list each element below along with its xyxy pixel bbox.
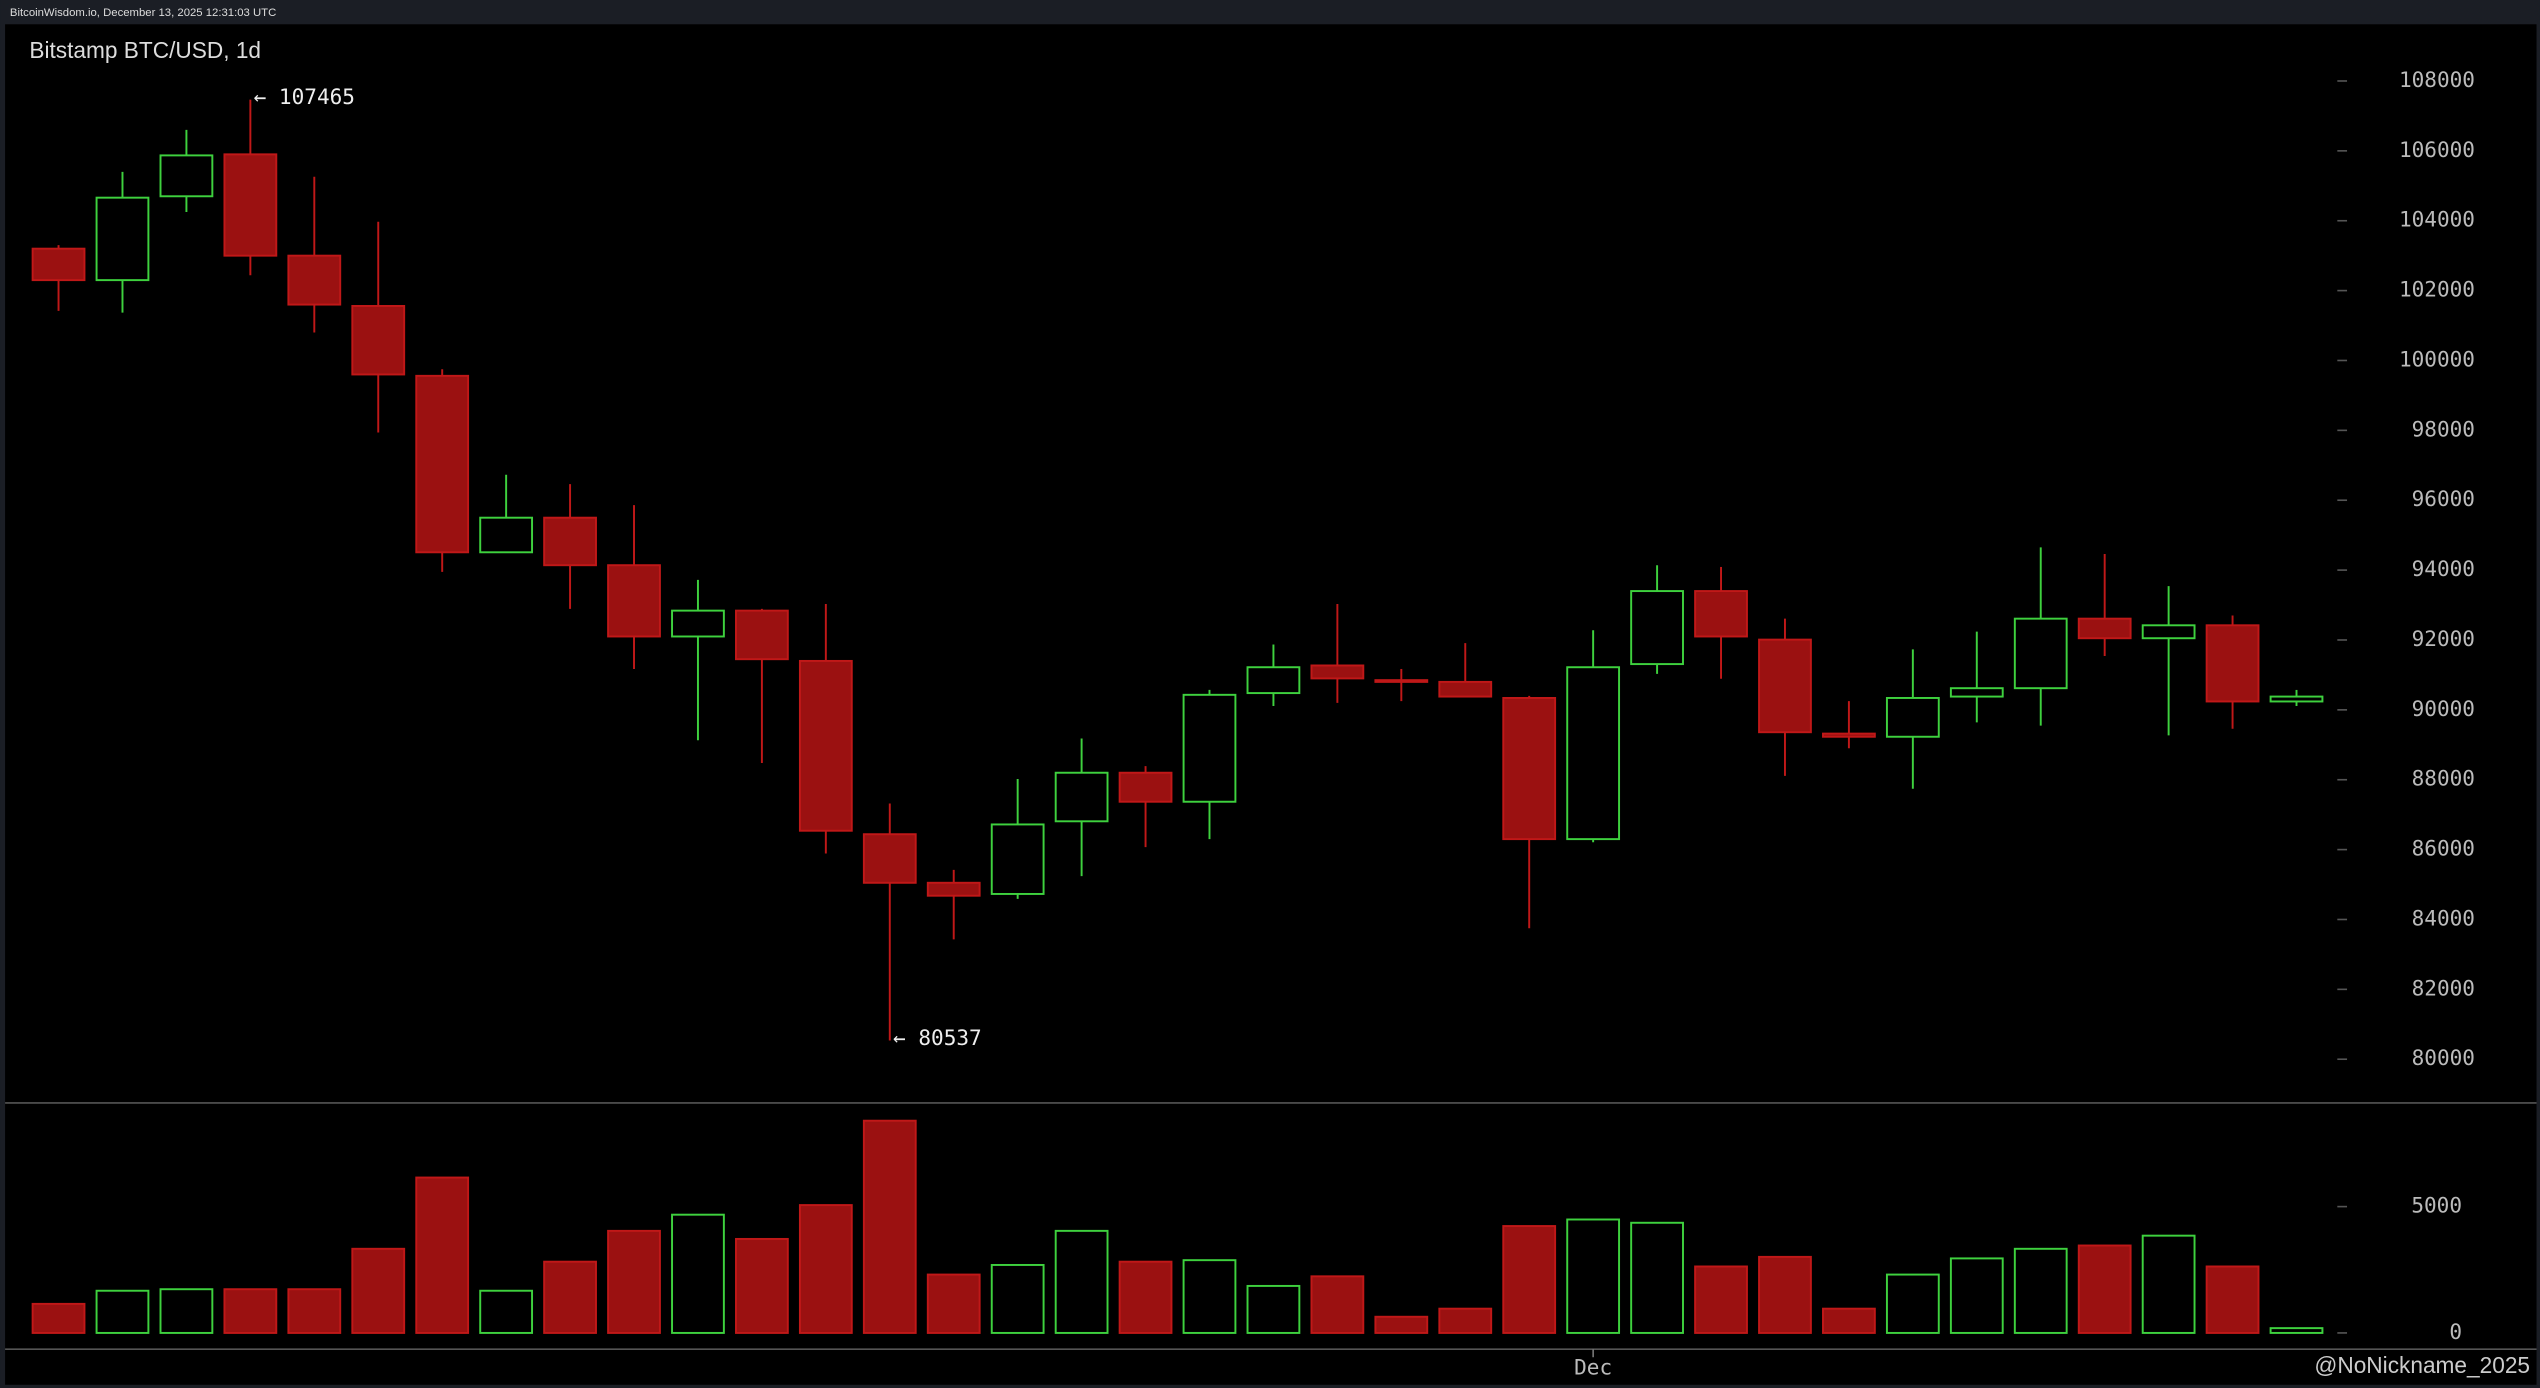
- x-tick-label: Dec: [1574, 1355, 1612, 1380]
- volume-bar: [1374, 1315, 1429, 1334]
- candle-body: [415, 374, 470, 554]
- volume-tick-label: 0: [2449, 1319, 2462, 1344]
- volume-bar: [798, 1204, 853, 1334]
- candle-body: [1630, 590, 1684, 666]
- chart-title: Bitstamp BTC/USD, 1d: [29, 37, 261, 63]
- volume-bar: [351, 1247, 406, 1334]
- watermark: @NoNickname_2025: [2314, 1352, 2530, 1378]
- candle-body: [223, 153, 278, 257]
- y-tick-label: 100000: [2399, 346, 2475, 371]
- volume-bar: [1694, 1265, 1748, 1334]
- y-tick-label: 94000: [2412, 556, 2475, 581]
- volume-bar: [2013, 1247, 2068, 1334]
- volume-bar: [31, 1302, 86, 1334]
- candle-body: [351, 305, 406, 376]
- candle-body: [543, 516, 597, 567]
- volume-bar: [1949, 1257, 2004, 1334]
- volume-bar: [990, 1263, 1045, 1334]
- candle-body: [1949, 687, 2004, 698]
- volume-bar: [1630, 1221, 1684, 1334]
- volume-bar: [415, 1176, 470, 1334]
- candle-body: [31, 247, 86, 282]
- candle-body: [2013, 617, 2068, 690]
- volume-bar: [95, 1289, 150, 1334]
- candle-body: [1054, 771, 1109, 823]
- candle-body: [2141, 624, 2196, 640]
- volume-bar: [287, 1288, 342, 1334]
- candle-body: [671, 609, 725, 638]
- candle-body: [862, 833, 917, 884]
- volume-bar: [735, 1237, 789, 1334]
- volume-bar: [1438, 1307, 1493, 1334]
- candle-body: [926, 881, 981, 897]
- y-tick-label: 106000: [2399, 137, 2475, 162]
- volume-bar: [223, 1288, 278, 1334]
- panel: [5, 24, 2537, 1385]
- y-tick-label: 98000: [2412, 416, 2475, 441]
- volume-bar: [2269, 1327, 2324, 1334]
- candle-body: [1246, 666, 1301, 695]
- volume-bar: [1502, 1225, 1557, 1334]
- y-tick-label: 80000: [2412, 1045, 2475, 1070]
- y-tick-label: 86000: [2412, 836, 2475, 861]
- volume-bar: [1182, 1259, 1237, 1334]
- volume-bar: [479, 1289, 534, 1334]
- volume-bar: [1118, 1260, 1173, 1334]
- candle-body: [1566, 666, 1621, 841]
- y-tick-label: 82000: [2412, 975, 2475, 1000]
- candle-body: [1438, 680, 1493, 698]
- volume-bar: [926, 1273, 981, 1334]
- candle-body: [607, 564, 661, 638]
- candle-body: [2077, 617, 2132, 640]
- candle-body: [1374, 679, 1429, 683]
- volume-bar: [1566, 1218, 1621, 1334]
- candle-body: [2205, 624, 2260, 703]
- candle-body: [1182, 693, 1237, 803]
- y-tick-label: 88000: [2412, 766, 2475, 791]
- candle-body: [95, 196, 150, 282]
- volume-bar: [862, 1119, 917, 1334]
- candle-body: [287, 254, 342, 306]
- candle-body: [798, 659, 853, 832]
- volume-bar: [2077, 1244, 2132, 1334]
- candle-body: [479, 516, 534, 554]
- candle-body: [1694, 590, 1748, 638]
- candle-body: [1118, 771, 1173, 803]
- volume-bar: [607, 1229, 661, 1334]
- candle-body: [990, 823, 1045, 895]
- y-tick-label: 102000: [2399, 277, 2475, 302]
- y-tick-label: 96000: [2412, 486, 2475, 511]
- candle-body: [1310, 664, 1365, 680]
- y-tick-label: 108000: [2399, 67, 2475, 92]
- volume-bar: [1885, 1273, 1940, 1334]
- y-tick-label: 90000: [2412, 696, 2475, 721]
- candle-body: [735, 609, 789, 661]
- header: BitcoinWisdom.io, December 13, 2025 12:3…: [10, 7, 276, 19]
- volume-bar: [1246, 1284, 1301, 1334]
- candle-body: [159, 154, 214, 198]
- volume-tick-label: 5000: [2411, 1193, 2462, 1218]
- volume-bar: [543, 1260, 597, 1334]
- volume-bar: [1054, 1229, 1109, 1334]
- candle-body: [2269, 695, 2324, 703]
- candle-body: [1822, 732, 1876, 738]
- y-tick-label: 84000: [2412, 905, 2475, 930]
- volume-bar: [1822, 1307, 1876, 1334]
- candle-body: [1502, 696, 1557, 841]
- y-tick-label: 104000: [2399, 207, 2475, 232]
- volume-bar: [159, 1288, 214, 1334]
- volume-bar: [1310, 1275, 1365, 1334]
- volume-bar: [1758, 1255, 1812, 1334]
- volume-bar: [671, 1213, 725, 1334]
- annotation: ← 80537: [893, 1025, 982, 1050]
- y-tick-label: 92000: [2412, 626, 2475, 651]
- volume-bar: [2141, 1234, 2196, 1334]
- candle-body: [1885, 696, 1940, 738]
- volume-bar: [2205, 1265, 2260, 1334]
- candle-body: [1758, 638, 1812, 734]
- annotation: ← 107465: [254, 84, 355, 109]
